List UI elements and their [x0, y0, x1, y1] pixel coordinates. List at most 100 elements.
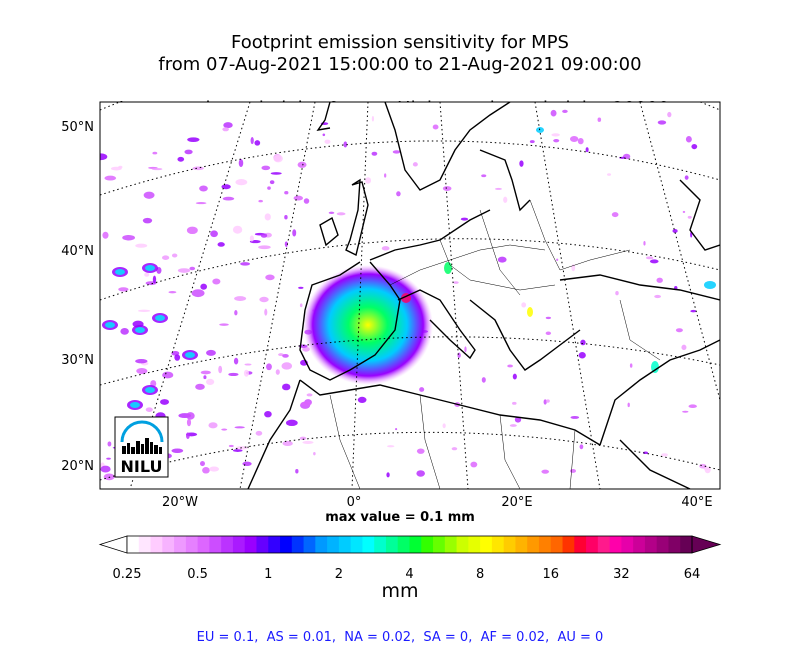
border-f [419, 394, 441, 489]
colorbar-segment [127, 536, 140, 553]
footprint-cell [210, 230, 218, 238]
footprint-cell [217, 242, 225, 247]
footprint-cell [273, 154, 283, 163]
footprint-cell [302, 440, 314, 444]
logo-arc [120, 420, 164, 443]
footprint-cell [100, 465, 111, 473]
colorbar-segment [656, 536, 669, 553]
footprint-cell [238, 159, 244, 167]
footprint-cell [282, 440, 293, 447]
footprint-cell [371, 151, 378, 156]
footprint-cell [442, 186, 452, 191]
footprint-cell [629, 363, 633, 368]
lon-tick-40e: 40°E [681, 495, 712, 510]
colorbar-extend-low [98, 535, 128, 554]
footprint-cell [299, 436, 307, 441]
footprint-cell [295, 469, 299, 474]
footprint-cell [106, 457, 111, 460]
colorbar-segment [562, 536, 575, 553]
footprint-cell [187, 137, 200, 142]
footprint-cell [228, 372, 239, 377]
footprint-cell [384, 173, 387, 178]
footprint-cell [451, 447, 458, 451]
border-e [329, 394, 361, 489]
footprint-cell [265, 274, 275, 281]
footprint-cell [569, 469, 577, 473]
footprint-cell [371, 115, 375, 122]
colorbar-frame [126, 535, 693, 554]
lon-tick-20e: 20°E [501, 495, 532, 510]
footprint-cell [189, 266, 196, 271]
footprint-cell [292, 229, 297, 237]
footprint-cell [186, 226, 198, 235]
colorbar-segment [362, 536, 375, 553]
footprint-cell [221, 184, 231, 190]
footprint-cell [195, 202, 207, 205]
logo-text: NILU [121, 457, 163, 476]
footprint-cell [521, 302, 527, 308]
coast-black-sea [559, 274, 720, 301]
colorbar-segment [315, 536, 328, 553]
colorbar-segment [162, 536, 175, 553]
footprint-cell [519, 160, 524, 167]
footprint-hotcell [135, 327, 145, 333]
footprint-cell [298, 286, 304, 289]
nilu-logo: NILU [114, 416, 169, 478]
lat-line-50 [100, 140, 720, 196]
footprint-cell [120, 328, 129, 335]
footprint-cell [202, 467, 210, 474]
footprint-cell [222, 127, 229, 132]
colorbar-tick-label: 1 [264, 567, 272, 582]
footprint-cell [184, 149, 193, 155]
footprint-hotcell [115, 269, 125, 275]
colorbar-ticks: 0.25 0.5 1 2 4 8 16 32 64 [113, 567, 701, 582]
footprint-cell [232, 225, 243, 234]
colorbar-segment [574, 536, 587, 553]
footprint-cell [162, 255, 170, 260]
colorbar-segment [327, 536, 340, 553]
footprint-cell [269, 180, 275, 185]
colorbar-tick-label: 64 [684, 567, 701, 582]
footprint-hotcell [130, 402, 140, 408]
logo-skyline [122, 438, 162, 454]
footprint-cell [234, 310, 238, 316]
lat-line-60 [100, 102, 720, 111]
footprint-cell [137, 309, 151, 313]
colorbar-segment [668, 536, 681, 553]
footprint-cell [453, 281, 459, 284]
footprint-cell [512, 401, 517, 405]
footprint-cell [562, 109, 568, 113]
lon-line-0 [351, 102, 369, 489]
footprint-cell [282, 353, 289, 358]
colorbar-segment [385, 536, 399, 553]
footprint-cell [264, 410, 272, 418]
footprint-hotcell [155, 315, 165, 321]
colorbar-segment [374, 536, 387, 553]
footprint-cell [615, 291, 619, 296]
footprint-cell [303, 198, 310, 204]
footprint-cell [250, 137, 254, 145]
footprint-cell [627, 402, 630, 408]
footprint-cell [152, 275, 157, 284]
footprint-cell [649, 259, 659, 264]
colorbar-segment [644, 536, 658, 553]
footprint-cell [135, 243, 148, 248]
footprint-cell [228, 444, 234, 448]
colorbar-tick-label: 0.5 [187, 567, 208, 582]
footprint-cell [186, 418, 192, 427]
colorbar-segment [174, 536, 187, 553]
footprint-cell [416, 448, 425, 454]
footprint-cell [206, 349, 216, 356]
footprint-cell [684, 175, 689, 180]
footprint-cell [104, 175, 117, 181]
footprint-cell [343, 141, 348, 148]
lon-line-15w [239, 102, 316, 489]
colorbar-segment [303, 536, 316, 553]
coast-north-sea [369, 209, 491, 261]
colorbar-segment [609, 536, 622, 553]
footprint-cell [221, 428, 228, 431]
footprint-cell [249, 235, 254, 242]
footprint-cell [529, 140, 535, 144]
coast-balkans [469, 299, 581, 371]
footprint-cell [396, 191, 401, 197]
